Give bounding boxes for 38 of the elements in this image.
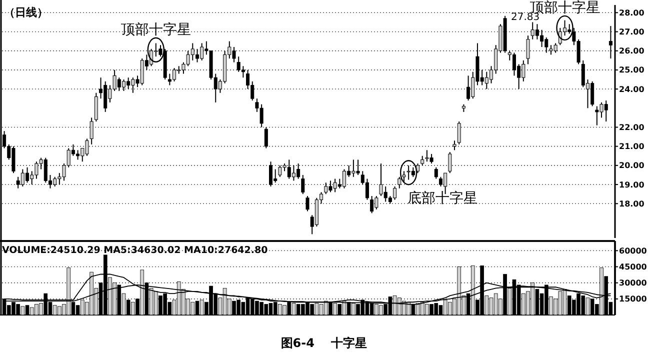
y-tick-label: 18.00 (619, 199, 645, 208)
candlestick (452, 140, 456, 151)
candlestick (434, 166, 438, 180)
candlestick (365, 178, 369, 200)
candlestick (306, 195, 310, 212)
y-tick-label: 22.00 (619, 123, 645, 132)
annotation: 顶部十字星 (120, 22, 191, 38)
y-tick-label: 15000 (619, 294, 648, 304)
candlestick (457, 121, 461, 145)
candlestick (402, 170, 406, 184)
text: VOLUME:24510.29 MA5:34630.02 MA10:27642.80 (2, 245, 268, 256)
candlestick (301, 174, 305, 195)
y-tick-label: 25.00 (619, 66, 645, 75)
chart-title: （日线） (4, 6, 48, 19)
candlestick (90, 117, 94, 145)
y-tick-label: 26.00 (619, 46, 645, 56)
candlestick (241, 66, 245, 78)
candlestick (370, 195, 374, 214)
y-tick-label: 30000 (619, 278, 648, 288)
y-tick-label: 21.00 (619, 142, 645, 152)
y-tick-label: 19.00 (619, 180, 645, 190)
y-tick-label: 27.00 (619, 28, 645, 37)
y-tick-label: 60000 (619, 246, 648, 256)
y-tick-label: 45000 (619, 262, 648, 272)
candlestick (448, 152, 452, 174)
y-tick-label: 24.00 (619, 84, 645, 94)
y-tick-label: 20.00 (619, 161, 645, 170)
candlestick (466, 75, 470, 101)
candlestick (608, 26, 612, 59)
candlestick (94, 92, 98, 122)
candlestick (420, 155, 424, 166)
annotation: 底部十字星 (408, 190, 478, 207)
candlestick (416, 163, 420, 174)
y-tick-label: 28.00 (619, 8, 645, 18)
candlestick (264, 126, 268, 149)
candlestick (398, 176, 402, 189)
candlestick (526, 35, 530, 65)
caption: 图6-4 十字星 (280, 336, 368, 350)
